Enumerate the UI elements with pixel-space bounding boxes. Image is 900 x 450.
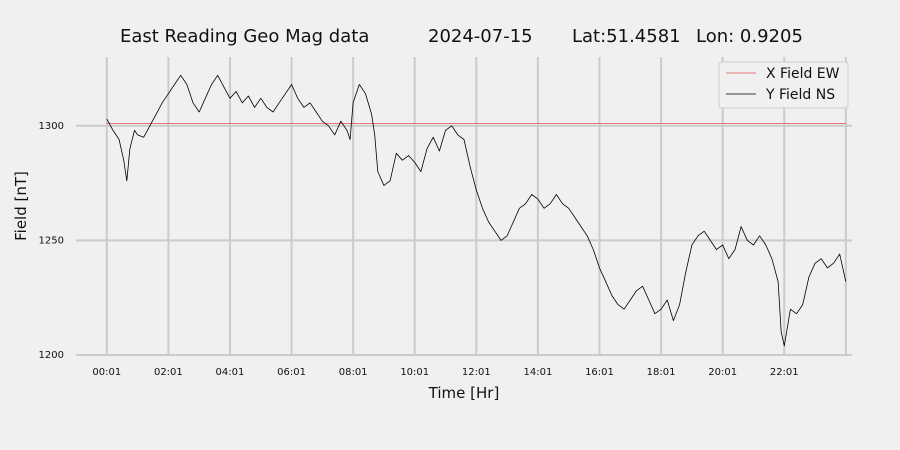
y-tick-label-0: 1200 xyxy=(39,350,64,361)
x-tick-label-11: 22:01 xyxy=(770,367,799,378)
legend: X Field EW Y Field NS xyxy=(718,61,849,109)
x-tick-label-10: 20:01 xyxy=(708,367,737,378)
x-tick-label-8: 16:01 xyxy=(585,367,614,378)
legend-label-y-field: Y Field NS xyxy=(765,87,835,103)
tick-labels: 00:01 02:01 04:01 06:01 08:01 10:01 12:01 14:01… xyxy=(39,121,799,378)
x-tick-label-7: 14:01 xyxy=(523,367,552,378)
x-tick-label-9: 18:01 xyxy=(647,367,676,378)
series-lines xyxy=(106,74,847,347)
x-tick-label-2: 04:01 xyxy=(216,367,245,378)
y-tick-label-2: 1300 xyxy=(39,121,64,132)
x-tick-label-6: 12:01 xyxy=(462,367,491,378)
x-tick-label-1: 02:01 xyxy=(154,367,183,378)
chart-title-lat: Lat:51.4581 xyxy=(572,26,681,47)
y-tick-label-1: 1250 xyxy=(39,235,64,246)
y-axis-label: Field [nT] xyxy=(12,171,30,241)
legend-label-x-field: X Field EW xyxy=(766,66,840,82)
chart-title-lon: Lon: 0.9205 xyxy=(696,26,803,47)
chart-title-date: 2024-07-15 xyxy=(428,26,533,47)
x-tick-label-3: 06:01 xyxy=(277,367,306,378)
series-line-1 xyxy=(106,74,847,347)
x-tick-label-0: 00:01 xyxy=(92,367,121,378)
legend-box xyxy=(718,61,849,109)
x-tick-label-4: 08:01 xyxy=(339,367,368,378)
x-axis-label: Time [Hr] xyxy=(428,384,500,402)
x-tick-label-5: 10:01 xyxy=(400,367,429,378)
chart-title-name: East Reading Geo Mag data xyxy=(120,26,369,47)
